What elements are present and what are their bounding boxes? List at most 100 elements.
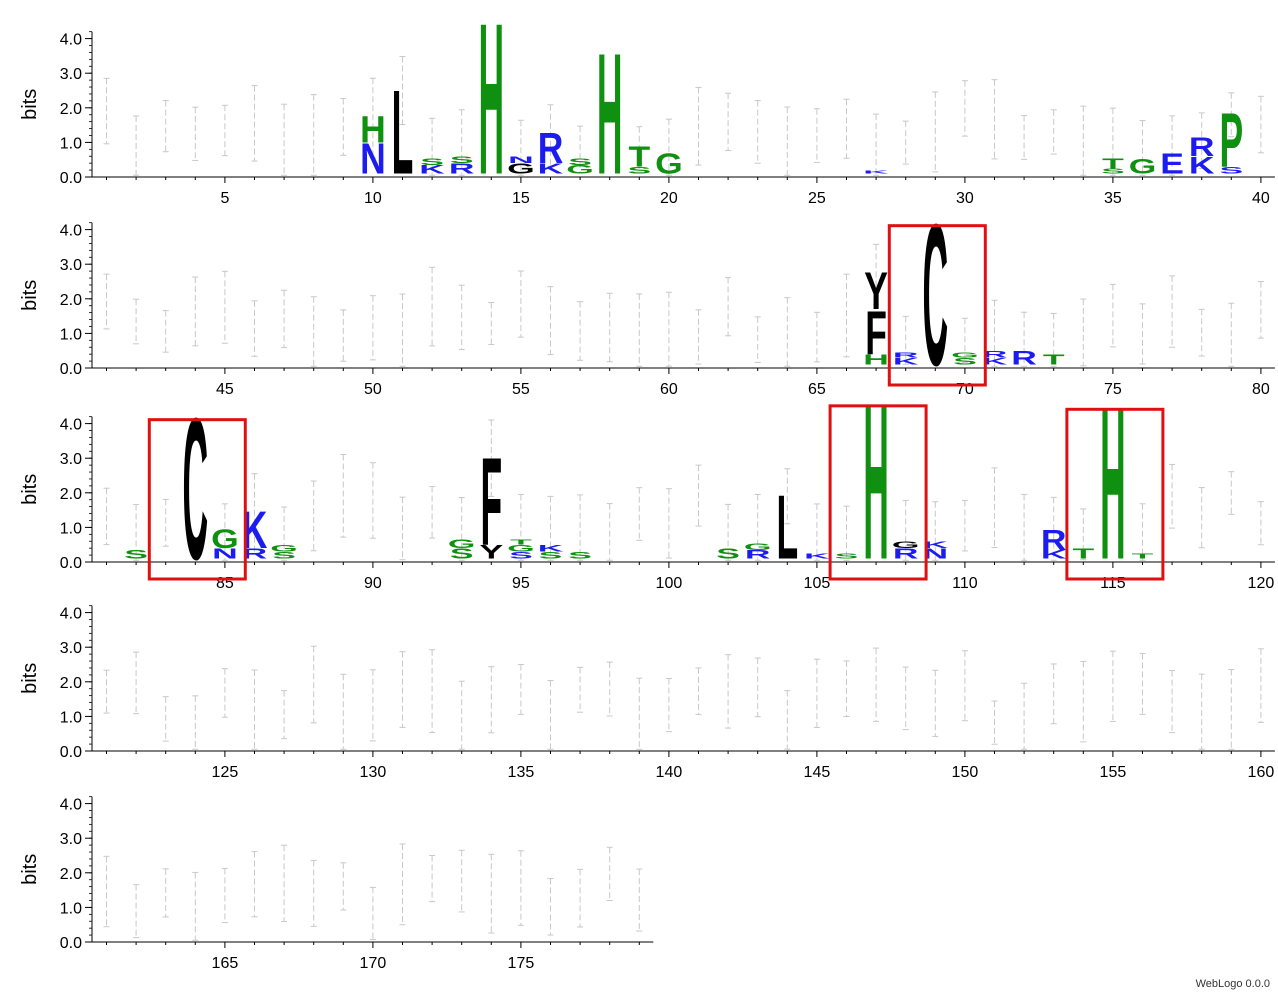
error-bar — [1169, 463, 1176, 529]
y-tick-label: 0.0 — [60, 744, 82, 761]
letter-stack-11: L — [392, 65, 414, 199]
error-bar — [429, 854, 436, 903]
error-bar — [517, 494, 524, 561]
logo-letter-T: T — [510, 539, 532, 547]
logo-letter-E: E — [1160, 148, 1184, 180]
error-bar — [310, 645, 317, 724]
error-bar — [221, 104, 228, 157]
logo-letter-H: H — [478, 0, 504, 220]
error-bar — [961, 499, 968, 552]
error-bar — [1228, 302, 1235, 367]
y-tick-label: 2.0 — [60, 675, 82, 692]
error-bar — [1139, 303, 1146, 365]
letter-stack-70: SG — [951, 351, 979, 366]
letter-stack-96: SK — [538, 543, 564, 561]
error-bar — [281, 103, 288, 176]
logo-letter-L: L — [392, 65, 414, 199]
error-bar — [369, 295, 376, 361]
x-tick-label: 5 — [220, 190, 229, 207]
error-bar — [547, 104, 554, 167]
error-bar — [991, 467, 998, 548]
y-tick-label: 4.0 — [60, 223, 82, 240]
letter-stack-69: C — [922, 182, 948, 408]
y-axis-label: bits — [19, 663, 41, 694]
logo-letter-Y: Y — [479, 542, 503, 564]
error-bar — [961, 80, 968, 137]
error-bar — [458, 849, 465, 913]
error-bar — [577, 301, 584, 361]
x-tick-label: 60 — [660, 381, 678, 398]
error-bar — [1080, 660, 1087, 743]
y-axis-label: bits — [19, 89, 41, 120]
error-bar — [162, 100, 169, 153]
error-bar — [133, 884, 140, 939]
error-bar — [1169, 275, 1176, 348]
error-bar — [310, 296, 317, 367]
error-bar — [1257, 95, 1264, 154]
error-bar — [577, 666, 584, 713]
logo-letter-S: S — [124, 548, 148, 562]
error-bar — [547, 680, 554, 750]
logo-letter-G: G — [951, 351, 979, 359]
error-bar — [340, 98, 347, 156]
error-bar — [1169, 670, 1176, 734]
logo-letter-R: R — [982, 349, 1008, 360]
error-bar — [991, 299, 998, 367]
error-bar — [133, 651, 140, 715]
error-bar — [251, 300, 258, 357]
error-bar — [813, 311, 820, 363]
logo-letter-S: S — [568, 156, 592, 167]
error-bar — [725, 503, 732, 561]
error-bar — [429, 266, 436, 347]
letter-stack-114: T — [1072, 545, 1094, 562]
x-tick-label: 25 — [808, 190, 826, 207]
y-tick-label: 4.0 — [60, 417, 82, 434]
logo-letter-G: G — [1129, 154, 1157, 178]
error-bar — [1080, 105, 1087, 176]
logo-letter-G: G — [744, 541, 772, 552]
error-bar — [1257, 281, 1264, 339]
error-bar — [1021, 311, 1028, 367]
error-bar — [162, 696, 169, 742]
error-bar — [1139, 652, 1146, 715]
logo-letter-T: T — [1102, 155, 1124, 172]
y-tick-label: 1.0 — [60, 900, 82, 917]
letter-stack-16: KR — [538, 125, 564, 177]
error-bar — [192, 276, 199, 347]
error-bar — [1257, 648, 1264, 723]
error-bar — [1198, 487, 1205, 549]
error-bar — [281, 690, 288, 740]
error-bar — [221, 668, 228, 718]
letter-stack-104: L — [776, 475, 798, 578]
x-tick-label: 145 — [804, 764, 831, 781]
y-tick-label: 0.0 — [60, 935, 82, 952]
error-bar — [665, 488, 672, 559]
letter-stack-93: SG — [448, 537, 476, 561]
x-tick-label: 135 — [508, 764, 535, 781]
error-bar — [488, 302, 495, 346]
error-bar — [281, 844, 288, 922]
error-bar — [162, 498, 169, 547]
error-bar — [843, 273, 850, 358]
y-tick-label: 4.0 — [60, 797, 82, 814]
letter-stack-105: K — [804, 552, 830, 560]
x-tick-label: 150 — [952, 764, 979, 781]
error-bar — [1080, 298, 1087, 367]
error-bar — [103, 77, 110, 145]
highlight-box-84 — [147, 418, 247, 581]
x-tick-label: 40 — [1252, 190, 1270, 207]
y-tick-label: 1.0 — [60, 326, 82, 343]
error-bar — [784, 690, 791, 750]
x-tick-label: 125 — [212, 764, 239, 781]
error-bar — [547, 286, 554, 356]
x-tick-label: 175 — [508, 955, 535, 972]
error-bar — [221, 270, 228, 344]
logo-letter-S: S — [716, 545, 740, 562]
logo-letter-R: R — [538, 125, 564, 173]
error-bar — [103, 273, 110, 330]
x-tick-label: 160 — [1248, 764, 1275, 781]
logo-letter-G: G — [448, 537, 476, 551]
x-tick-label: 15 — [512, 190, 530, 207]
